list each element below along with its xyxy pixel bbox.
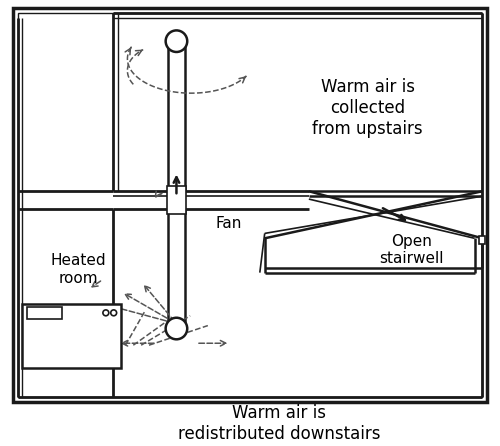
Circle shape — [166, 30, 187, 52]
Circle shape — [103, 310, 109, 316]
Text: Fan: Fan — [216, 216, 242, 231]
Text: Warm air is
redistributed downstairs: Warm air is redistributed downstairs — [178, 404, 380, 443]
Text: Open
stairwell: Open stairwell — [380, 234, 444, 266]
Bar — [18, 13, 482, 397]
Text: Warm air is
collected
from upstairs: Warm air is collected from upstairs — [312, 78, 423, 138]
Circle shape — [166, 318, 187, 339]
Bar — [166, 186, 186, 214]
Bar — [480, 236, 486, 244]
Circle shape — [110, 310, 116, 316]
Text: Heated
room: Heated room — [50, 253, 106, 286]
Bar — [28, 307, 62, 319]
Bar — [22, 304, 120, 368]
